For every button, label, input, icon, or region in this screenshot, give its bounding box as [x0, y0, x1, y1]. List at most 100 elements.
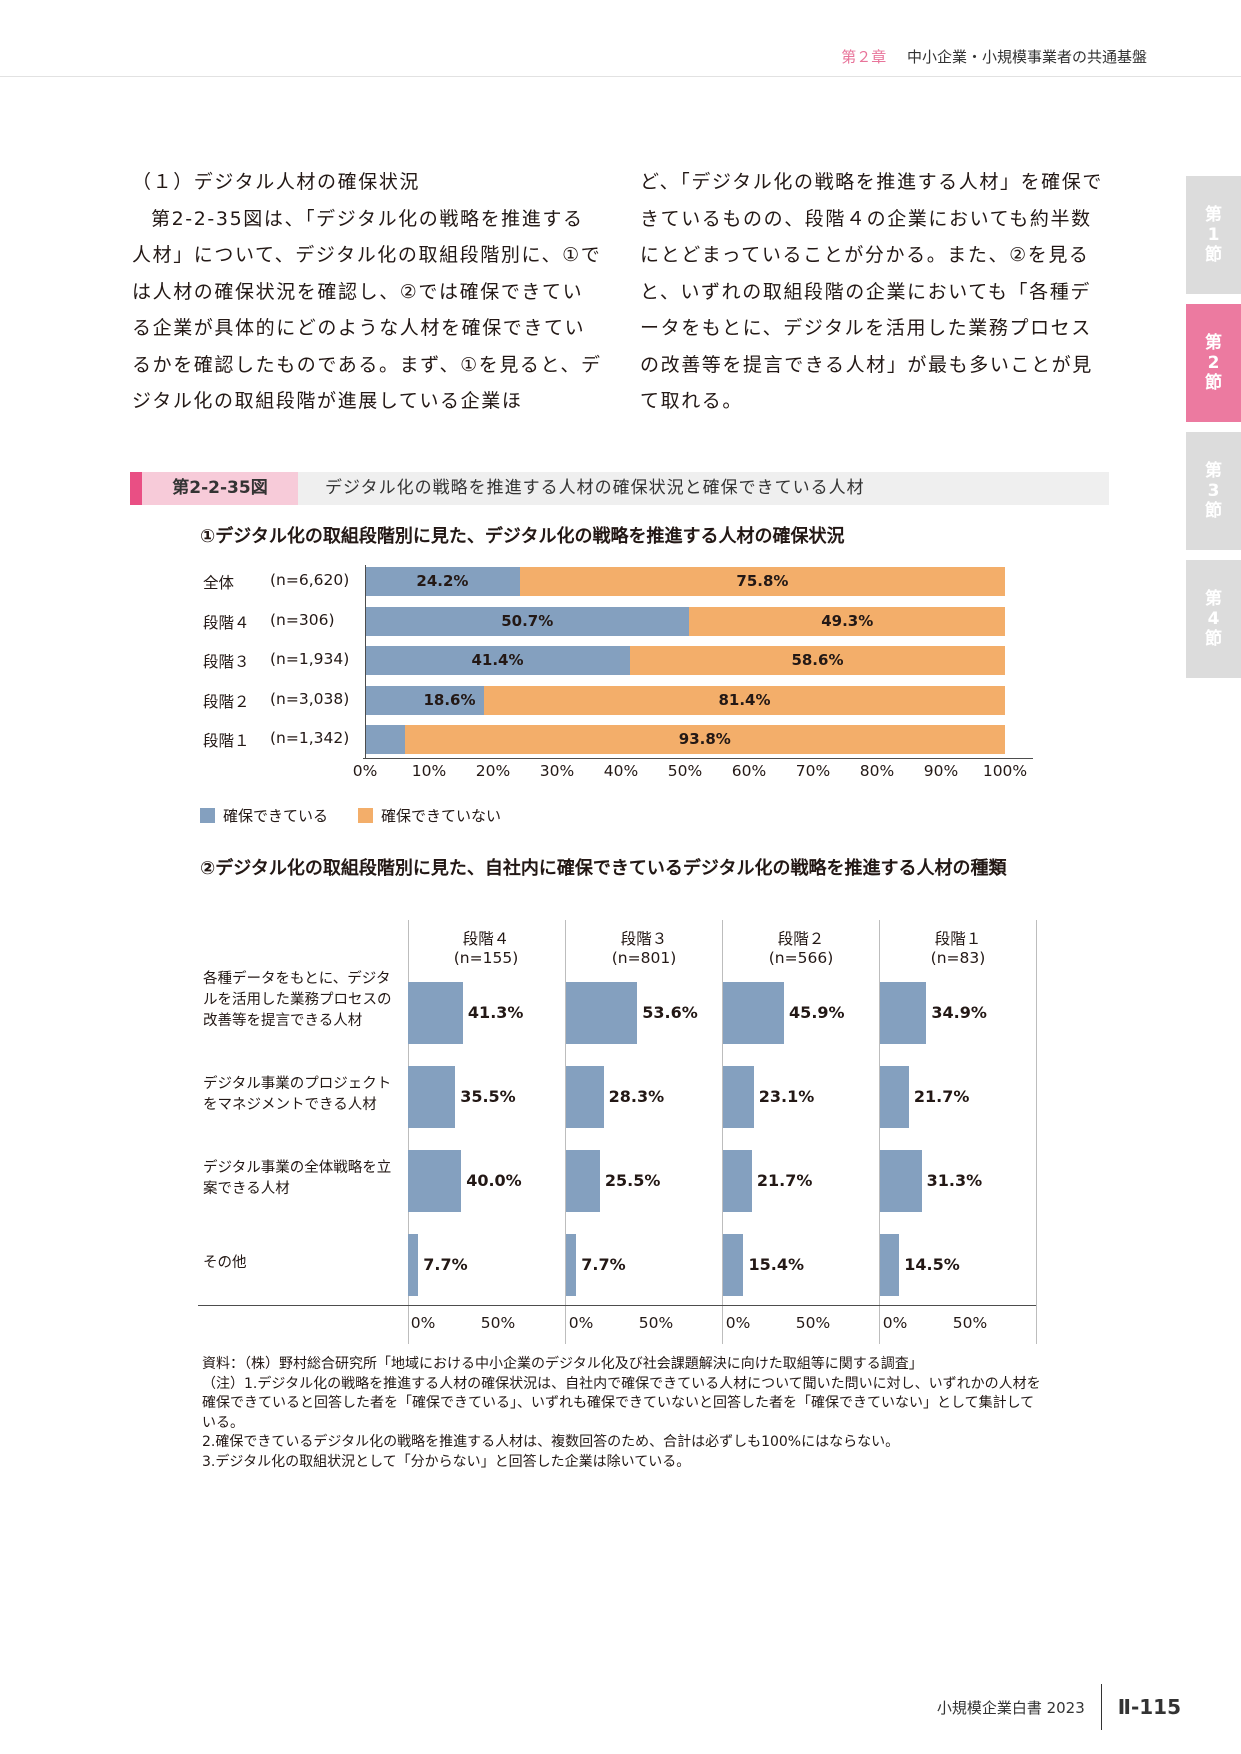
chart1-bar-secured [365, 646, 630, 675]
chart2-x-tick: 0% [568, 1314, 594, 1332]
chart1-legend: 確保できている 確保できていない [200, 805, 531, 826]
chart2-value-label: 31.3% [926, 1171, 983, 1190]
footer-separator [1100, 1684, 1102, 1730]
chart1-value-label: 58.6% [791, 651, 844, 669]
figure-title: デジタル化の戦略を推進する人材の確保状況と確保できている人材 [325, 478, 865, 498]
section-heading: （１）デジタル人材の確保状況 [132, 171, 421, 193]
chart2-row-label: デジタル事業のプロジェクトをマネジメントできる人材 [203, 1076, 392, 1113]
chart1-row-label: 全体 [203, 574, 235, 592]
chart1-x-tick: 70% [795, 762, 831, 780]
chart2-panel-divider [565, 920, 566, 1344]
chart2-x-tick: 0% [725, 1314, 751, 1332]
chart2-value-label: 35.5% [460, 1087, 516, 1106]
chart1-row-n: (n=1,342) [270, 729, 350, 747]
chart2-bar [880, 1150, 922, 1212]
chart2-value-label: 23.1% [758, 1087, 815, 1106]
chart1-row-n: (n=1,934) [270, 650, 350, 668]
chart2-value-label: 15.4% [748, 1255, 804, 1274]
chart2-x-tick: 50% [952, 1314, 988, 1332]
chart2-bar [566, 1234, 577, 1296]
chart1-x-tick: 40% [603, 762, 639, 780]
chart2-panel-divider [722, 920, 723, 1344]
chart2-x-axis [198, 1305, 1036, 1306]
chart2-panel-divider [1036, 920, 1037, 1344]
chart1-bar-secured [365, 725, 405, 754]
chart2-panel-header: 段階２ [777, 930, 825, 948]
chart2-bar [880, 982, 927, 1044]
chart1-bar-not-secured [404, 725, 1005, 754]
chart1-value-label: 24.2% [416, 572, 469, 590]
chart2-bar [566, 1150, 600, 1212]
chart2-bar [723, 1150, 752, 1212]
legend-item-not-secured: 確保できていない [358, 805, 501, 826]
chart2-value-label: 7.7% [581, 1255, 626, 1274]
chart1-row-label: 段階２ [203, 692, 250, 711]
chart2-panel-n: (n=83) [930, 949, 986, 967]
chart2-bar [566, 982, 638, 1044]
chart2-value-label: 21.7% [756, 1171, 813, 1190]
chart1-value-label: 49.3% [821, 611, 874, 630]
chart2-bar [723, 1066, 754, 1128]
tab-section-4[interactable]: 第4節 [1186, 560, 1241, 678]
legend-label-secured: 確保できている [223, 807, 329, 825]
chart1-bar-secured [365, 606, 690, 636]
chart1-value-label: 41.4% [471, 651, 524, 669]
chart1-bar-not-secured [519, 567, 1005, 596]
chart2-bar [723, 982, 785, 1044]
chart1-value-label: 75.8% [736, 572, 789, 590]
chart2-bar [408, 1150, 462, 1212]
chapter-label: 第２章 [841, 48, 887, 66]
chart2-panel-n: (n=801) [611, 949, 677, 967]
chart2-value-label: 53.6% [642, 1003, 698, 1022]
chart2-value-label: 41.3% [467, 1003, 524, 1022]
header-rule [0, 76, 1241, 77]
chart1-row-n: (n=306) [270, 610, 335, 629]
chart1-y-axis [365, 565, 366, 758]
chart2-row-label: その他 [203, 1255, 247, 1271]
chapter-title: 中小企業・小規模事業者の共通基盤 [906, 48, 1147, 66]
chart2-x-tick: 0% [882, 1314, 908, 1332]
chart2-bar [566, 1066, 604, 1128]
chart2-bar [408, 982, 463, 1044]
legend-swatch-not-secured [358, 808, 374, 823]
chart1-value-label: 18.6% [423, 690, 476, 709]
chart1-row-n: (n=3,038) [270, 689, 350, 708]
tab-section-1[interactable]: 第1節 [1186, 176, 1241, 294]
chart2-x-tick: 50% [795, 1314, 831, 1332]
figure-notes: 資料：（株）野村総合研究所「地域における中小企業のデジタル化及び社会課題解決に向… [202, 1355, 1042, 1472]
chart2-value-label: 45.9% [789, 1003, 845, 1022]
chart2-title: ②デジタル化の取組段階別に見た、自社内に確保できているデジタル化の戦略を推進する… [200, 858, 1007, 879]
figure-number: 第2-2-35図 [142, 472, 298, 505]
tab-section-2[interactable]: 第2節 [1186, 304, 1241, 422]
chart1-x-tick: 90% [923, 762, 959, 780]
chart1-row-label: 段階１ [203, 732, 250, 750]
legend-item-secured: 確保できている [200, 805, 328, 826]
chart1-bar-secured [365, 685, 485, 715]
chart2-bar [408, 1234, 419, 1296]
chart1-row-n: (n=6,620) [270, 571, 350, 589]
chart2-panel-header: 段階１ [934, 930, 982, 948]
chart1-x-tick: 0% [352, 762, 378, 780]
paragraph-left: 第2-2-35図は、「デジタル化の戦略を推進する人材」について、デジタル化の取組… [132, 207, 602, 413]
note-2: 2.確保できているデジタル化の戦略を推進する人材は、複数回答のため、合計は必ずし… [202, 1434, 900, 1450]
chart1-x-tick: 60% [731, 762, 767, 780]
chart2-panel-n: (n=566) [768, 949, 834, 967]
chart2-row-label: 各種データをもとに、デジタルを活用した業務プロセスの改善等を提言できる人材 [203, 971, 392, 1029]
chart2-x-tick: 50% [638, 1314, 674, 1332]
legend-swatch-secured [200, 808, 215, 823]
chart1-x-tick: 80% [859, 762, 895, 780]
chart2-value-label: 28.3% [608, 1087, 665, 1106]
chart2-x-tick: 0% [410, 1314, 436, 1332]
chart2-value-label: 7.7% [423, 1255, 468, 1274]
chart2-x-tick: 50% [480, 1314, 516, 1332]
chart2-value-label: 21.7% [913, 1087, 970, 1106]
chart1-bar-not-secured [484, 685, 1005, 715]
chart1-x-axis [363, 758, 1033, 759]
chart1-x-tick: 30% [539, 762, 575, 780]
chart2-panel-divider [879, 920, 880, 1344]
chart2-panel-n: (n=155) [453, 949, 519, 967]
chart1-bar-not-secured [629, 646, 1005, 675]
chart2-panel-header: 段階４ [462, 930, 510, 948]
chart1-x-tick: 100% [982, 762, 1028, 780]
tab-section-3[interactable]: 第3節 [1186, 432, 1241, 550]
